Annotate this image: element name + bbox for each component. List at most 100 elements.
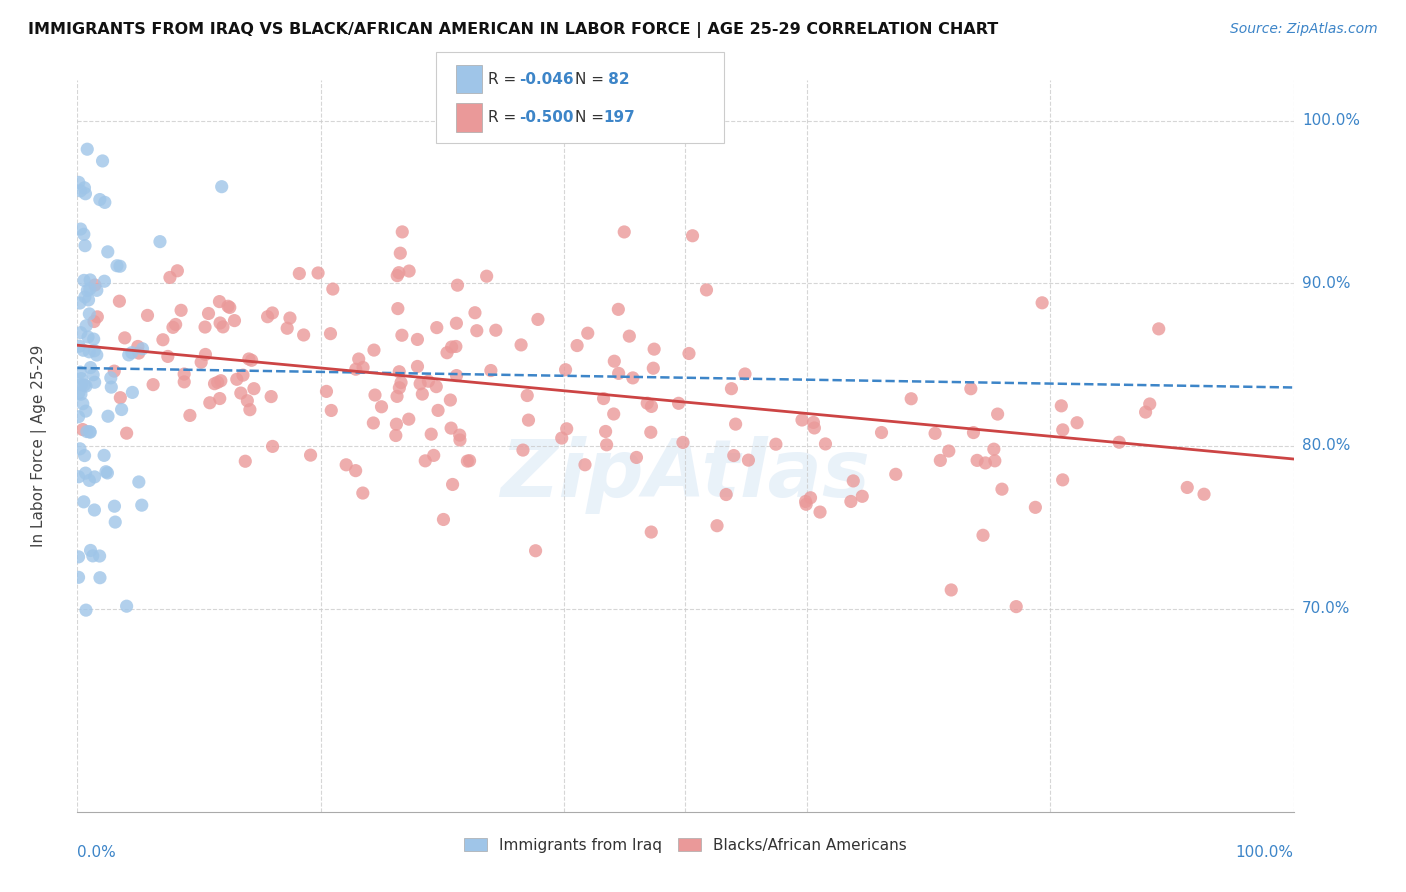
Point	[67, 409, 90, 424]
Point	[73, 273, 96, 287]
Point	[851, 489, 873, 503]
Point	[900, 392, 922, 406]
Point	[446, 278, 468, 293]
Point	[96, 466, 118, 480]
Point	[720, 382, 742, 396]
Point	[288, 267, 311, 281]
Point	[69, 296, 91, 310]
Point	[938, 444, 960, 458]
Point	[83, 470, 105, 484]
Point	[803, 416, 825, 430]
Point	[924, 426, 946, 441]
Point	[128, 475, 150, 489]
Point	[527, 312, 550, 326]
Point	[456, 454, 478, 468]
Point	[440, 340, 463, 354]
Point	[162, 320, 184, 334]
Point	[425, 379, 447, 393]
Point	[179, 409, 201, 423]
Point	[82, 368, 104, 382]
Point	[142, 377, 165, 392]
Point	[83, 332, 105, 346]
Point	[765, 437, 787, 451]
Point	[413, 454, 436, 468]
Point	[592, 392, 614, 406]
Point	[73, 378, 96, 392]
Point	[100, 371, 122, 385]
Point	[70, 377, 93, 392]
Point	[959, 382, 981, 396]
Point	[79, 273, 101, 287]
Text: IMMIGRANTS FROM IRAQ VS BLACK/AFRICAN AMERICAN IN LABOR FORCE | AGE 25-29 CORREL: IMMIGRANTS FROM IRAQ VS BLACK/AFRICAN AM…	[28, 22, 998, 38]
Point	[344, 464, 367, 478]
Point	[97, 244, 120, 259]
Point	[672, 435, 695, 450]
Point	[73, 290, 96, 304]
Text: 100.0%: 100.0%	[1236, 845, 1294, 860]
Point	[398, 412, 420, 426]
Point	[446, 316, 468, 330]
Text: R =: R =	[488, 111, 522, 125]
Text: -0.046: -0.046	[519, 71, 574, 87]
Point	[1024, 500, 1046, 515]
Point	[190, 355, 212, 369]
Point	[224, 313, 246, 327]
Point	[86, 348, 108, 362]
Point	[388, 365, 411, 379]
Point	[574, 458, 596, 472]
Point	[517, 413, 540, 427]
Point	[370, 400, 392, 414]
Point	[75, 318, 97, 333]
Point	[79, 543, 101, 558]
Point	[75, 186, 97, 201]
Point	[363, 416, 385, 430]
Point	[554, 362, 576, 376]
Point	[103, 499, 125, 513]
Point	[207, 376, 229, 390]
Text: 80.0%: 80.0%	[1302, 439, 1350, 453]
Point	[197, 306, 219, 320]
Point	[170, 303, 193, 318]
Point	[83, 503, 105, 517]
Text: R =: R =	[488, 71, 522, 87]
Point	[389, 376, 412, 390]
Point	[104, 515, 127, 529]
Point	[77, 293, 100, 307]
Point	[427, 403, 450, 417]
Point	[398, 264, 420, 278]
Text: 82: 82	[603, 71, 630, 87]
Point	[110, 402, 132, 417]
Point	[194, 320, 217, 334]
Point	[388, 266, 411, 280]
Point	[94, 195, 117, 210]
Point	[131, 342, 153, 356]
Point	[67, 386, 90, 401]
Point	[790, 413, 813, 427]
Point	[972, 528, 994, 542]
Point	[97, 409, 120, 424]
Point	[86, 310, 108, 324]
Point	[706, 518, 728, 533]
Point	[475, 269, 498, 284]
Point	[103, 364, 125, 378]
Point	[842, 474, 865, 488]
Point	[987, 407, 1010, 421]
Point	[422, 449, 444, 463]
Text: N =: N =	[575, 71, 609, 87]
Point	[229, 386, 252, 401]
Point	[695, 283, 717, 297]
Point	[76, 284, 98, 298]
Point	[1052, 473, 1074, 487]
Point	[208, 294, 231, 309]
Point	[418, 374, 440, 388]
Point	[152, 333, 174, 347]
Point	[67, 570, 90, 584]
Point	[83, 314, 105, 328]
Point	[156, 350, 179, 364]
Point	[70, 371, 93, 385]
Point	[69, 326, 91, 340]
Point	[69, 184, 91, 198]
Point	[243, 382, 266, 396]
Point	[83, 376, 105, 390]
Point	[510, 338, 533, 352]
